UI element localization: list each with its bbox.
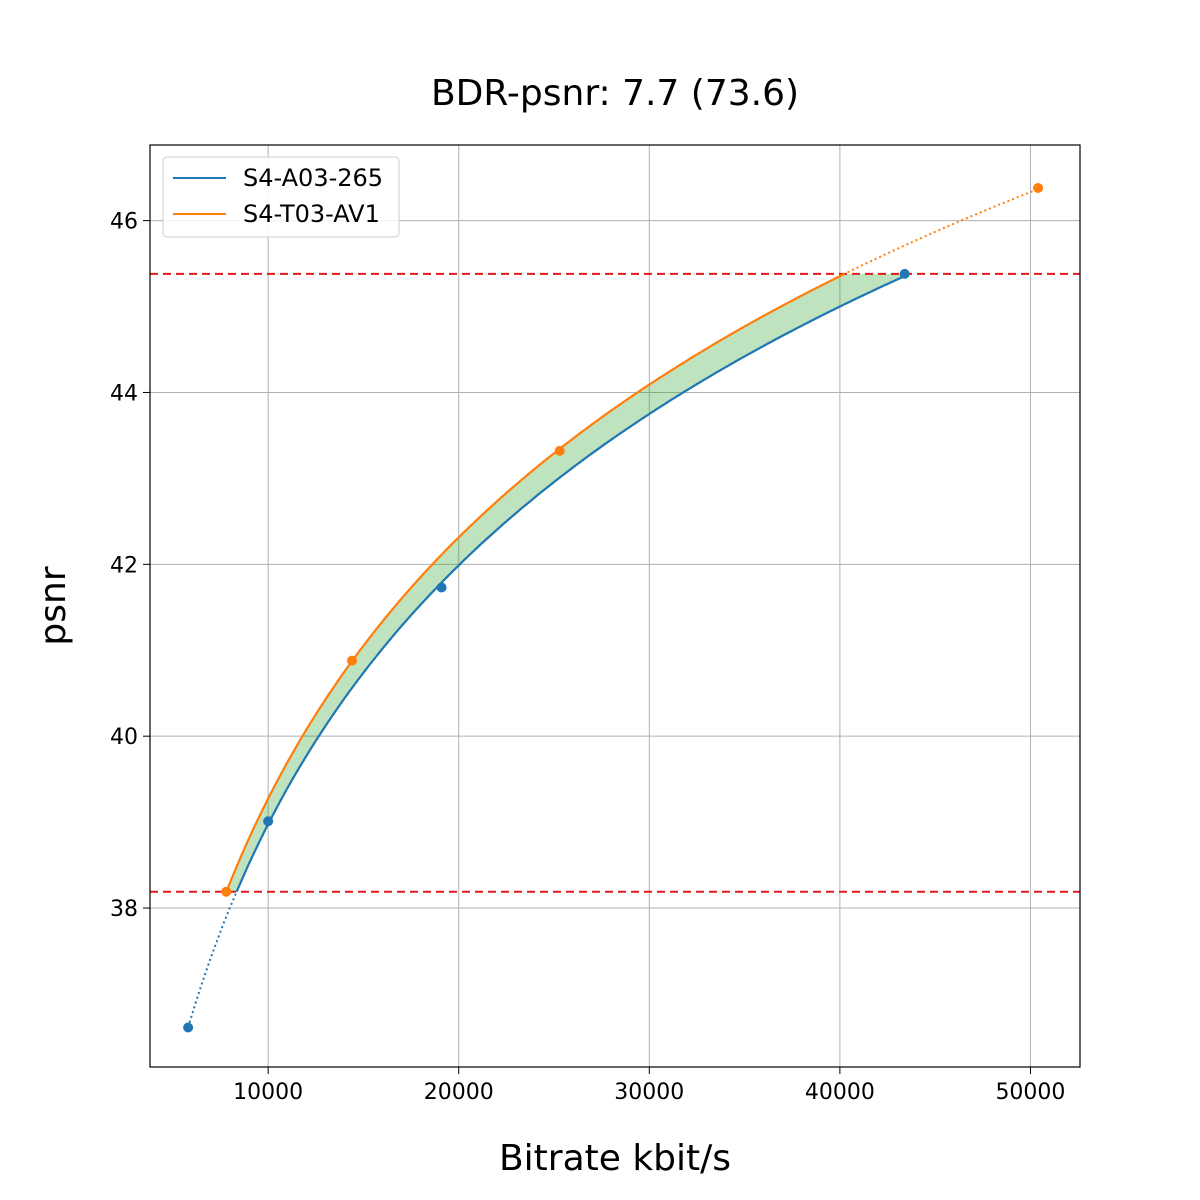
x-tick-label-3: 40000 [805, 1080, 875, 1105]
x-tick-label-4: 50000 [995, 1080, 1065, 1105]
y-tick-label-2: 42 [110, 553, 138, 578]
legend-label-2: S4-T03-AV1 [243, 200, 380, 228]
series-1-point-1 [347, 655, 358, 666]
plot-frame [149, 144, 1081, 1068]
legend-label-1: S4-A03-265 [243, 164, 383, 192]
series-0-point-2 [436, 582, 447, 593]
grid-lines [150, 145, 1080, 1067]
series-1-point-2 [554, 445, 565, 456]
x-tick-label-1: 20000 [424, 1080, 494, 1105]
y-axis-label: psnr [33, 566, 74, 645]
y-tick-label-3: 44 [110, 381, 138, 406]
x-axis-label: Bitrate kbit/s [499, 1138, 731, 1179]
y-tick-label-4: 46 [110, 210, 138, 235]
y-tick-label-1: 40 [110, 725, 138, 750]
x-axis-ticks: 10000 20000 30000 40000 50000 [233, 1067, 1065, 1105]
series-1-point-0 [221, 886, 232, 897]
series-0-point-0 [183, 1022, 194, 1033]
series-0-line [235, 275, 906, 893]
series-1-point-3 [1033, 182, 1044, 193]
series-0-point-1 [263, 816, 274, 827]
chart-title: BDR-psnr: 7.7 (73.6) [431, 73, 799, 114]
x-tick-label-0: 10000 [233, 1080, 303, 1105]
legend: S4-A03-265 S4-T03-AV1 [162, 156, 400, 238]
series-1-line [225, 272, 845, 893]
y-axis-ticks: 38 40 42 44 46 [110, 210, 150, 922]
x-tick-label-2: 30000 [614, 1080, 684, 1105]
series-group [183, 182, 1044, 1033]
series-0-point-3 [899, 268, 910, 279]
y-tick-label-0: 38 [110, 897, 138, 922]
reference-lines [150, 272, 1080, 893]
